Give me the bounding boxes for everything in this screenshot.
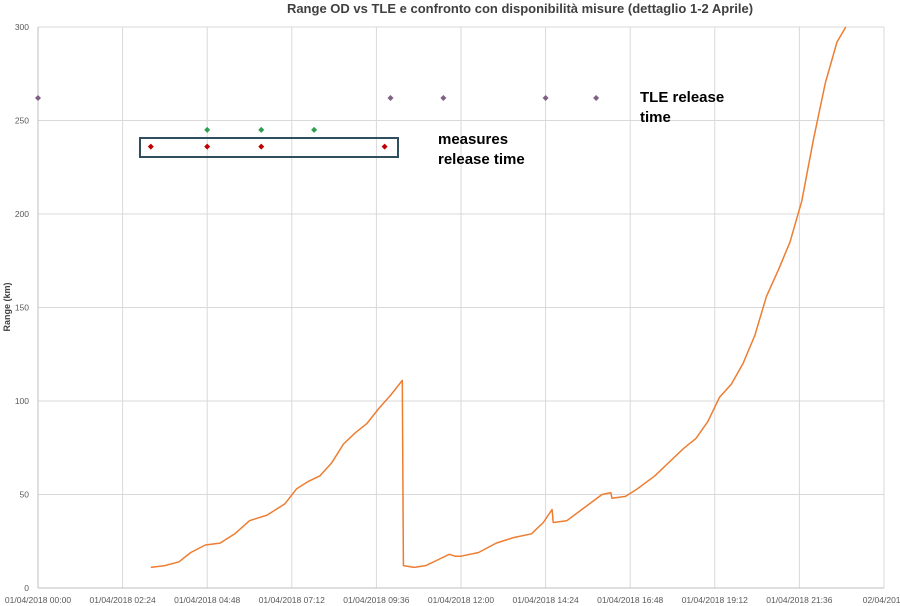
marker-point bbox=[387, 95, 394, 102]
x-tick-labels: 01/04/2018 00:00 01/04/2018 02:24 01/04/20… bbox=[5, 595, 900, 605]
x-tick-label: 01/04/2018 00:00 bbox=[5, 595, 71, 605]
x-tick-label: 01/04/2018 12:00 bbox=[428, 595, 494, 605]
y-tick-label: 0 bbox=[24, 583, 29, 593]
grid-lines bbox=[37, 26, 885, 588]
axes bbox=[37, 27, 884, 589]
y-tick-labels: 0 50 100 150 200 250 300 bbox=[15, 22, 29, 593]
marker-point bbox=[147, 143, 154, 150]
series-group bbox=[150, 26, 847, 569]
x-tick-label: 01/04/2018 09:36 bbox=[343, 595, 409, 605]
marker-point bbox=[542, 95, 549, 102]
marker-point bbox=[35, 95, 41, 102]
range-series-line bbox=[150, 26, 847, 569]
annotation-text: time bbox=[640, 109, 671, 126]
chart-title: Range OD vs TLE e confronto con disponib… bbox=[287, 1, 753, 16]
marker-point bbox=[258, 126, 265, 133]
annotation-text: release time bbox=[438, 151, 525, 168]
x-tick-label: 01/04/2018 21:36 bbox=[766, 595, 832, 605]
marker-point bbox=[593, 95, 600, 102]
measures-highlight-box bbox=[139, 137, 399, 158]
y-tick-label: 50 bbox=[20, 490, 30, 500]
marker-point bbox=[204, 143, 211, 150]
x-tick-label: 02/04/2018 bbox=[863, 595, 900, 605]
marker-point bbox=[311, 126, 318, 133]
y-tick-label: 150 bbox=[15, 303, 29, 313]
x-tick-label: 01/04/2018 19:12 bbox=[682, 595, 748, 605]
marker-point bbox=[258, 143, 265, 150]
x-tick-label: 01/04/2018 16:48 bbox=[597, 595, 663, 605]
y-tick-label: 100 bbox=[15, 396, 29, 406]
x-tick-label: 01/04/2018 02:24 bbox=[90, 595, 156, 605]
marker-point bbox=[381, 143, 388, 150]
annotations: TLE release time measures release time bbox=[438, 89, 724, 168]
y-axis-label: Range (km) bbox=[2, 282, 12, 331]
marker-point bbox=[204, 126, 211, 133]
annotation-text: TLE release bbox=[640, 89, 724, 106]
marker-point bbox=[440, 95, 447, 102]
x-tick-label: 01/04/2018 14:24 bbox=[513, 595, 579, 605]
annotation-text: measures bbox=[438, 131, 508, 148]
marker-group bbox=[35, 95, 600, 150]
y-tick-label: 250 bbox=[15, 116, 29, 126]
y-tick-label: 300 bbox=[15, 22, 29, 32]
y-tick-label: 200 bbox=[15, 209, 29, 219]
x-tick-label: 01/04/2018 04:48 bbox=[174, 595, 240, 605]
x-tick-label: 01/04/2018 07:12 bbox=[259, 595, 325, 605]
